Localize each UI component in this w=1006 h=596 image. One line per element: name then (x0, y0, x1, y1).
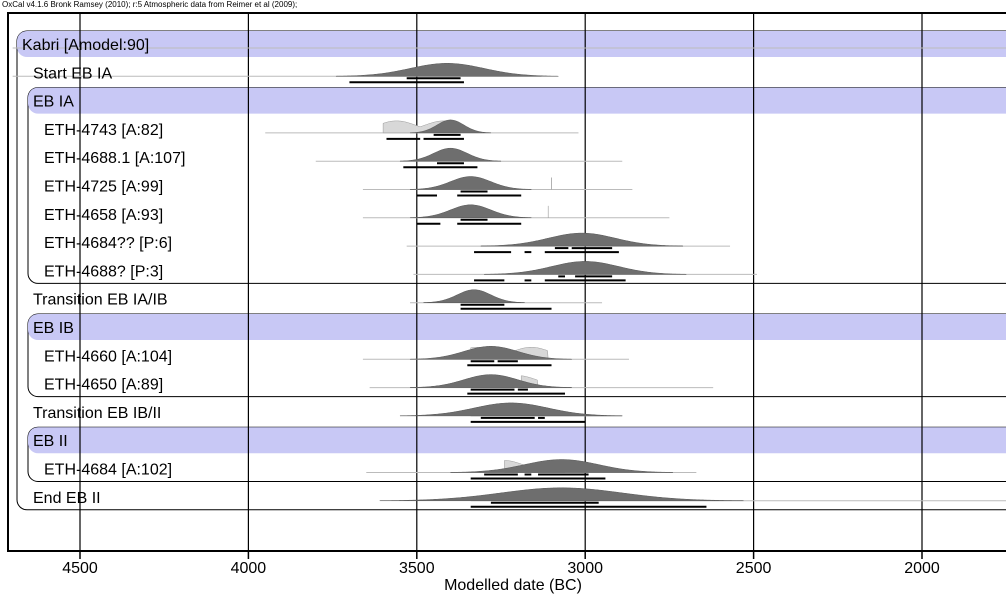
row-label-eth-4743-a-82: ETH-4743 [A:82] (44, 122, 163, 139)
phase-header-band-eb-ib (28, 314, 1006, 340)
oxcal-version-note: OxCal v4.1.6 Bronk Ramsey (2010); r:5 At… (2, 0, 298, 9)
x-axis: 4500 4000 3500 3000 2500 2000 Modelled date (B… (62, 551, 940, 594)
posterior-curve-eth-4688-p-3 (483, 261, 687, 275)
row-label-eb-ia: EB IA (33, 94, 74, 111)
posterior-curve-start-eb-ia (335, 63, 559, 77)
row-label-eth-4688-1-a-107: ETH-4688.1 [A:107] (44, 150, 185, 167)
posterior-curve-eth-4684-p-6 (480, 232, 684, 247)
row-label-eb-ib: EB IB (33, 320, 74, 337)
row-label-end-eb-ii: End EB II (33, 490, 101, 507)
row-label-eth-4684-a-102: ETH-4684 [A:102] (44, 462, 172, 479)
x-tick-label-2500: 2500 (736, 560, 772, 577)
x-tick-label-4500: 4500 (62, 560, 98, 577)
posterior-curve-eth-4684-a-102 (450, 459, 674, 473)
posterior-curve-eth-4660-a-104 (409, 346, 572, 360)
row-label-eb-ii: EB II (33, 433, 68, 450)
phase-bands-layer (16, 30, 1006, 511)
row-label-eth-4650-a-89: ETH-4650 [A:89] (44, 377, 163, 394)
x-tick-label-3000: 3000 (567, 560, 603, 577)
posterior-curve-eth-4725-a-99 (409, 176, 532, 190)
posterior-curve-transition-eb-ib-ii (399, 402, 623, 417)
posterior-curve-eth-4688-1-a-107 (399, 147, 502, 162)
grid-layer (79, 13, 923, 551)
posterior-curve-end-eb-ii (379, 487, 744, 502)
row-label-eth-4684-p-6: ETH-4684?? [P:6] (44, 235, 172, 252)
plot-frame (7, 12, 1006, 552)
x-tick-label-4000: 4000 (231, 560, 267, 577)
phase-header-band-eb-ii (28, 427, 1006, 454)
posterior-curve-eth-4743-a-82 (409, 119, 492, 134)
row-label-eth-4688-p-3: ETH-4688? [P:3] (44, 263, 163, 280)
x-tick-label-3500: 3500 (399, 560, 435, 577)
posterior-curve-transition-eb-ia-ib (423, 289, 525, 303)
posterior-curve-eth-4658-a-93 (409, 204, 532, 219)
row-label-transition-eb-ib-ii: Transition EB IB/II (33, 405, 161, 422)
phase-header-band-eb-ia (28, 87, 1006, 114)
row-label-eth-4660-a-104: ETH-4660 [A:104] (44, 348, 172, 365)
phase-outline-eb-ia (27, 87, 1006, 284)
row-label-kabri-amodel-90: Kabri [Amodel:90] (22, 37, 149, 54)
x-axis-title: Modelled date (BC) (444, 577, 582, 594)
row-labels-layer: Kabri [Amodel:90] Start EB IA EB IA ETH-474… (22, 37, 185, 507)
distributions-layer (12, 47, 1006, 508)
row-label-transition-eb-ia-ib: Transition EB IA/IB (33, 292, 168, 309)
x-tick-label-2000: 2000 (904, 560, 940, 577)
posterior-curve-eth-4650-a-89 (409, 374, 572, 388)
row-label-start-eb-ia: Start EB IA (33, 65, 112, 82)
row-label-eth-4725-a-99: ETH-4725 [A:99] (44, 179, 163, 196)
row-label-eth-4658-a-93: ETH-4658 [A:93] (44, 207, 163, 224)
model-header-band (17, 31, 1006, 57)
